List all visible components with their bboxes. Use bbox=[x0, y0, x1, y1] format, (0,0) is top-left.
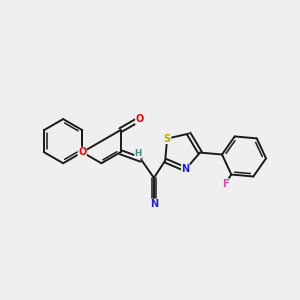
Text: N: N bbox=[150, 199, 158, 209]
Text: N: N bbox=[182, 164, 190, 174]
Text: H: H bbox=[135, 149, 142, 158]
Text: F: F bbox=[222, 178, 228, 189]
Text: O: O bbox=[136, 114, 144, 124]
Text: S: S bbox=[164, 134, 171, 144]
Text: O: O bbox=[78, 147, 86, 157]
